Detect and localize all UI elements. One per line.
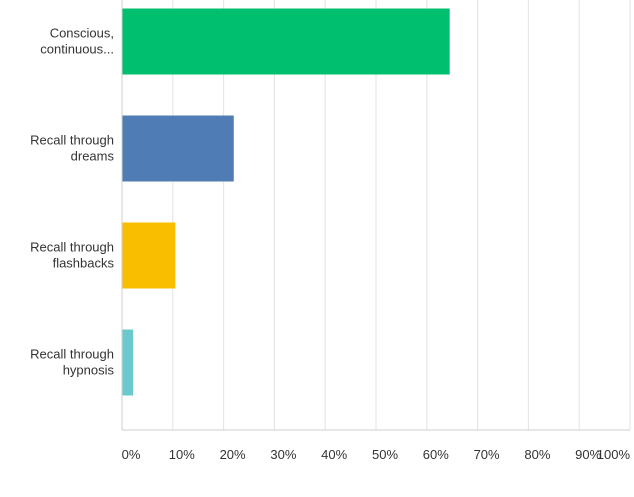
x-tick-label-50: 50% xyxy=(372,447,398,462)
bar-0 xyxy=(122,8,450,75)
x-tick-labels: 0% 10% 20% 30% 40% 50% 60% 70% 80% 90%100% xyxy=(122,447,631,462)
x-tick-label-60: 60% xyxy=(423,447,449,462)
bar-3 xyxy=(122,329,134,396)
x-tick-label-100: 100% xyxy=(597,447,631,462)
bar-2 xyxy=(122,222,176,289)
bars xyxy=(122,8,450,396)
category-label-1: Recall through dreams xyxy=(30,133,114,164)
category-labels: Conscious, continuous... Recall through dre… xyxy=(30,26,114,378)
x-tick-label-80: 80% xyxy=(524,447,550,462)
x-tick-label-30: 30% xyxy=(270,447,296,462)
x-tick-label-40: 40% xyxy=(321,447,347,462)
axes xyxy=(121,0,630,431)
x-tick-label-10: 10% xyxy=(169,447,195,462)
category-label-0: Conscious, continuous... xyxy=(40,26,114,57)
category-label-2: Recall through flashbacks xyxy=(30,240,114,271)
x-tick-label-90: 90% xyxy=(575,447,601,462)
x-tick-label-70: 70% xyxy=(474,447,500,462)
category-label-3: Recall through hypnosis xyxy=(30,347,114,378)
x-tick-label-0: 0% xyxy=(122,447,141,462)
bar-1 xyxy=(122,115,234,182)
x-tick-label-20: 20% xyxy=(220,447,246,462)
